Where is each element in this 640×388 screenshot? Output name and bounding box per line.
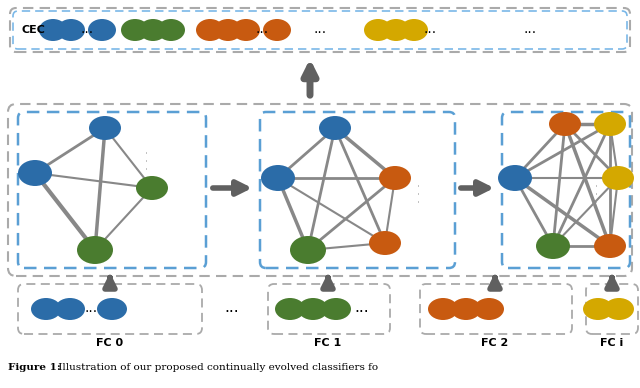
Text: · · ·: · · · (141, 150, 154, 170)
Ellipse shape (261, 165, 295, 191)
Text: FC 1: FC 1 (314, 338, 342, 348)
Ellipse shape (364, 19, 392, 41)
FancyBboxPatch shape (18, 284, 202, 334)
Ellipse shape (594, 234, 626, 258)
Ellipse shape (379, 166, 411, 190)
Text: CEC: CEC (22, 25, 46, 35)
Ellipse shape (400, 19, 428, 41)
Ellipse shape (18, 160, 52, 186)
Ellipse shape (290, 236, 326, 264)
Ellipse shape (536, 233, 570, 259)
Text: Figure 1:: Figure 1: (8, 364, 61, 372)
Ellipse shape (139, 19, 167, 41)
Ellipse shape (451, 298, 481, 320)
Text: ...: ... (84, 301, 97, 315)
Ellipse shape (196, 19, 224, 41)
Text: ...: ... (524, 22, 536, 36)
Ellipse shape (298, 298, 328, 320)
FancyBboxPatch shape (260, 112, 455, 268)
FancyBboxPatch shape (268, 284, 390, 334)
Ellipse shape (369, 231, 401, 255)
Text: ...: ... (639, 301, 640, 315)
Text: Illustration of our proposed continually evolved classifiers fo: Illustration of our proposed continually… (55, 364, 378, 372)
Ellipse shape (88, 19, 116, 41)
Text: · · ·: · · · (413, 183, 426, 203)
Ellipse shape (121, 19, 149, 41)
Ellipse shape (549, 112, 581, 136)
Ellipse shape (136, 176, 168, 200)
Text: FC 0: FC 0 (97, 338, 124, 348)
Ellipse shape (474, 298, 504, 320)
Text: FC i: FC i (600, 338, 623, 348)
Text: ...: ... (424, 22, 436, 36)
Text: ...: ... (225, 300, 239, 315)
Ellipse shape (77, 236, 113, 264)
FancyBboxPatch shape (502, 112, 630, 268)
Text: ...: ... (81, 22, 93, 36)
Ellipse shape (428, 298, 458, 320)
Ellipse shape (89, 116, 121, 140)
FancyBboxPatch shape (8, 104, 632, 276)
FancyBboxPatch shape (586, 284, 638, 334)
Ellipse shape (583, 298, 613, 320)
Ellipse shape (604, 298, 634, 320)
Text: · · ·: · · · (591, 183, 605, 203)
Text: ...: ... (355, 300, 369, 315)
Ellipse shape (55, 298, 85, 320)
Ellipse shape (214, 19, 242, 41)
Ellipse shape (97, 298, 127, 320)
Ellipse shape (594, 112, 626, 136)
FancyBboxPatch shape (10, 8, 630, 52)
Ellipse shape (275, 298, 305, 320)
Ellipse shape (319, 116, 351, 140)
Ellipse shape (39, 19, 67, 41)
Text: ...: ... (314, 22, 326, 36)
Ellipse shape (57, 19, 85, 41)
Ellipse shape (31, 298, 61, 320)
Ellipse shape (232, 19, 260, 41)
Ellipse shape (382, 19, 410, 41)
Text: ...: ... (255, 22, 269, 36)
Ellipse shape (498, 165, 532, 191)
Ellipse shape (157, 19, 185, 41)
Ellipse shape (321, 298, 351, 320)
FancyBboxPatch shape (18, 112, 206, 268)
Ellipse shape (602, 166, 634, 190)
Text: FC 2: FC 2 (481, 338, 509, 348)
FancyBboxPatch shape (420, 284, 572, 334)
Ellipse shape (263, 19, 291, 41)
